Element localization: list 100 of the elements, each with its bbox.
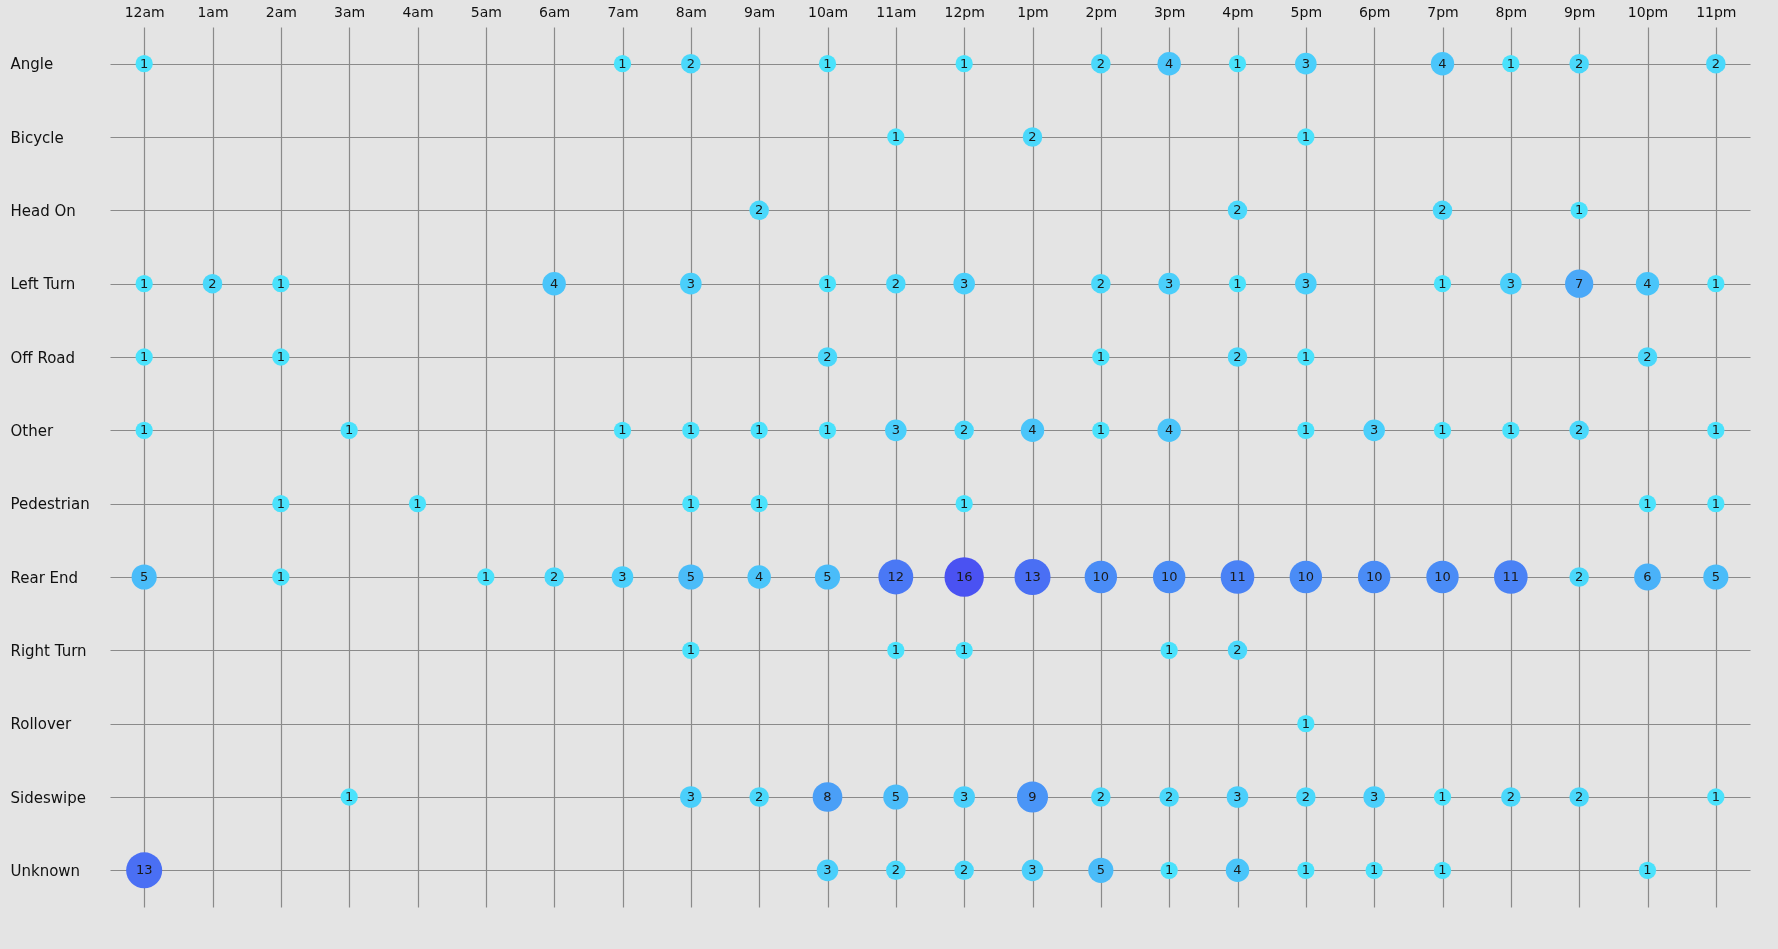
data-label: 10 (1297, 569, 1315, 584)
x-tick-label: 3am (334, 3, 366, 20)
data-label: 1 (140, 349, 149, 364)
x-tick-label: 3pm (1153, 3, 1186, 20)
y-tick-label: Right Turn (10, 641, 87, 660)
data-label: 4 (550, 275, 559, 291)
data-label: 4 (1438, 55, 1447, 71)
data-label: 3 (823, 862, 832, 878)
x-tick-label: 11pm (1696, 3, 1737, 20)
data-label: 5 (1711, 569, 1720, 584)
data-label: 2 (208, 275, 217, 291)
data-label: 1 (1438, 275, 1447, 291)
data-label: 10 (1434, 569, 1451, 584)
data-label: 1 (686, 642, 695, 658)
data-label: 1 (1643, 862, 1652, 878)
x-tick-label: 1pm (1017, 3, 1049, 20)
data-label: 3 (1028, 862, 1037, 878)
data-label: 1 (1575, 202, 1584, 218)
data-label: 12 (887, 569, 905, 584)
y-tick-label: Bicycle (10, 128, 64, 147)
data-label: 4 (755, 569, 764, 584)
data-label: 2 (1575, 422, 1584, 438)
data-label: 1 (1301, 862, 1310, 878)
y-tick-label: Off Road (10, 348, 76, 367)
data-label: 1 (276, 349, 285, 364)
data-label: 1 (823, 55, 832, 71)
data-label: 1 (1233, 275, 1242, 291)
data-label: 1 (1301, 129, 1310, 144)
data-label: 10 (1160, 569, 1178, 584)
x-tick-label: 5pm (1290, 3, 1323, 20)
data-label: 1 (276, 275, 285, 291)
data-label: 2 (755, 789, 764, 804)
data-label: 11 (1229, 569, 1246, 584)
data-label: 2 (960, 862, 969, 878)
data-label: 1 (413, 495, 422, 511)
data-label: 1 (1165, 862, 1174, 878)
y-tick-label: Other (10, 421, 54, 440)
data-label: 4 (1233, 862, 1242, 878)
x-tick-label: 4am (402, 3, 434, 20)
data-label: 1 (960, 642, 969, 658)
data-label: 5 (823, 569, 832, 584)
y-tick-label: Rear End (10, 568, 79, 587)
x-tick-label: 8am (675, 3, 707, 20)
data-label: 3 (1233, 789, 1242, 804)
data-label: 2 (1233, 349, 1242, 364)
data-label: 1 (686, 422, 695, 438)
data-label: 2 (1575, 55, 1584, 71)
data-label: 2 (1301, 789, 1310, 804)
data-label: 3 (960, 789, 969, 804)
data-label: 3 (1506, 275, 1515, 291)
data-label: 1 (755, 495, 764, 511)
x-tick-label: 9pm (1563, 3, 1596, 20)
data-label: 1 (345, 789, 354, 804)
data-label: 1 (1506, 55, 1515, 71)
data-label: 1 (1438, 789, 1447, 804)
data-label: 3 (960, 275, 969, 291)
data-label: 2 (1438, 202, 1447, 218)
data-label: 2 (823, 349, 832, 364)
data-label: 4 (1028, 422, 1037, 438)
data-label: 4 (1165, 422, 1174, 438)
x-tick-label: 1am (197, 3, 229, 20)
y-tick-label: Unknown (10, 861, 81, 880)
data-label: 1 (1711, 789, 1720, 804)
data-label: 2 (1506, 789, 1515, 804)
data-label: 10 (1092, 569, 1110, 584)
data-label: 1 (1301, 715, 1310, 731)
data-label: 1 (1438, 862, 1447, 878)
data-label: 1 (481, 569, 490, 584)
data-label: 1 (891, 129, 900, 144)
x-tick-label: 7pm (1427, 3, 1459, 20)
y-tick-label: Sideswipe (10, 788, 86, 807)
data-label: 3 (1370, 422, 1379, 438)
data-label: 8 (823, 789, 832, 804)
x-tick-label: 10am (807, 3, 849, 20)
data-label: 4 (1643, 275, 1652, 291)
x-tick-label: 10pm (1627, 3, 1669, 20)
data-label: 7 (1575, 275, 1584, 291)
data-label: 2 (1233, 642, 1242, 658)
y-tick-label: Left Turn (10, 275, 76, 294)
data-label: 1 (1301, 349, 1310, 364)
data-label: 2 (1575, 789, 1584, 804)
data-label: 1 (1438, 422, 1447, 438)
data-label: 1 (140, 422, 149, 438)
data-label: 13 (1024, 569, 1041, 584)
data-label: 1 (1165, 642, 1174, 658)
data-label: 4 (1165, 55, 1174, 71)
data-label: 1 (823, 422, 832, 438)
data-label: 2 (755, 202, 764, 218)
data-label: 1 (1711, 495, 1720, 511)
data-label: 1 (960, 495, 969, 511)
data-label: 11 (1502, 569, 1520, 584)
y-tick-label: Angle (10, 55, 54, 74)
data-label: 1 (755, 422, 764, 438)
x-tick-label: 6pm (1358, 3, 1391, 20)
data-label: 2 (1643, 349, 1652, 364)
data-label: 2 (1096, 55, 1105, 71)
data-label: 1 (960, 55, 969, 71)
x-tick-label: 11am (876, 3, 917, 20)
data-label: 1 (1096, 349, 1105, 364)
data-label: 1 (276, 495, 285, 511)
